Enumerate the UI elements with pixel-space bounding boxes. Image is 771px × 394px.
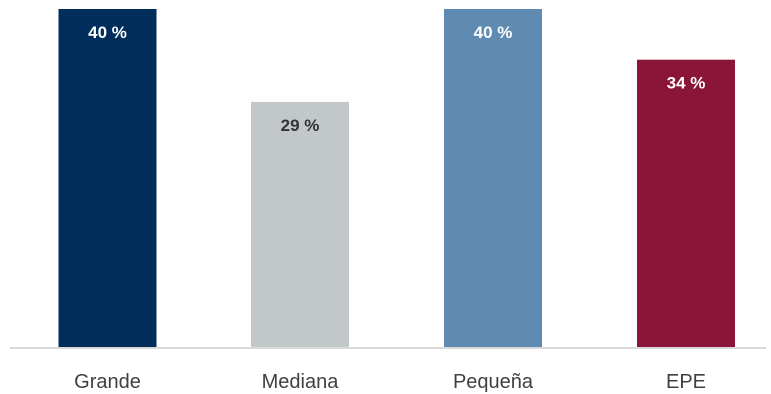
- bars-layer: [58, 9, 735, 347]
- data-label: 34 %: [667, 74, 706, 93]
- category-label: EPE: [666, 371, 706, 393]
- data-label: 40 %: [474, 23, 513, 42]
- category-label: Pequeña: [453, 371, 534, 393]
- data-label: 29 %: [281, 116, 320, 135]
- bar-grande: [58, 9, 157, 347]
- labels-layer: 40 % Grande 29 % Mediana 40 % Pequeña 34 % EPE: [74, 23, 706, 393]
- category-label: Mediana: [262, 371, 340, 393]
- category-label: Grande: [74, 371, 141, 393]
- bar-peque-a: [444, 9, 542, 347]
- bar-mediana: [251, 101, 349, 347]
- data-label: 40 %: [88, 23, 127, 42]
- bar-epe: [637, 59, 735, 347]
